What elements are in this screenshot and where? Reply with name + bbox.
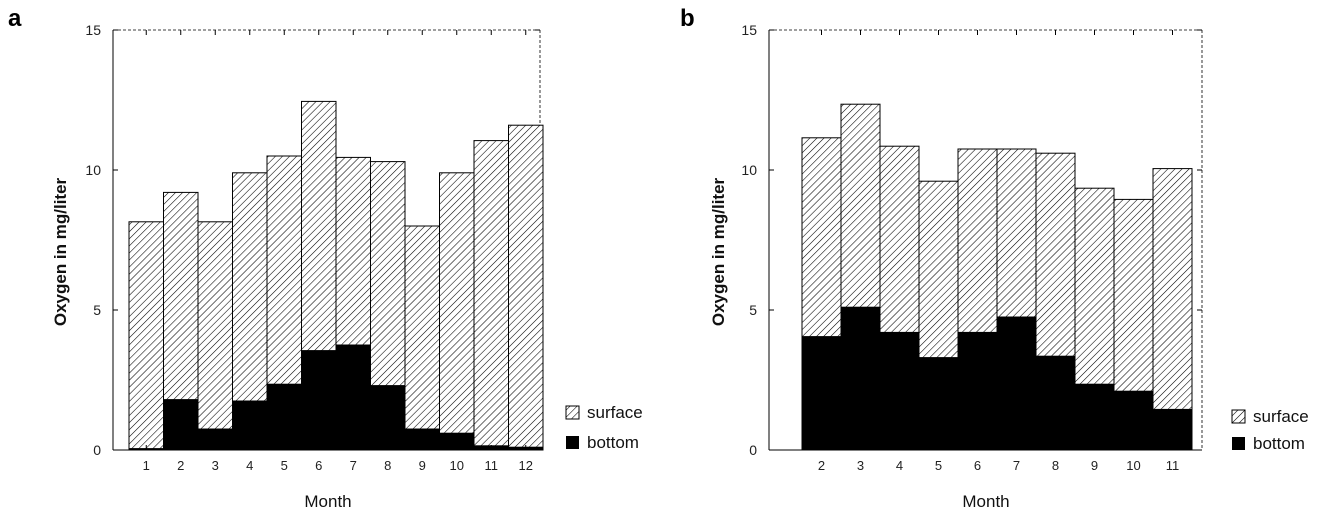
y-tick-label: 10 [741, 162, 757, 178]
bar-bottom [335, 344, 371, 451]
legend-label-surface-a: surface [587, 403, 643, 422]
bar-bottom [801, 336, 842, 451]
panel-label-a: a [8, 5, 22, 32]
bar-bottom [232, 400, 268, 451]
x-tick-label: 3 [212, 458, 219, 473]
x-tick-label: 8 [384, 458, 391, 473]
x-axis-title-b: Month [962, 492, 1009, 511]
bar-bottom [996, 316, 1037, 451]
x-tick-label: 4 [896, 458, 903, 473]
legend-label-surface-b: surface [1253, 407, 1309, 426]
y-tick-label: 15 [85, 22, 101, 38]
x-tick-label: 6 [315, 458, 322, 473]
bar-bottom [1113, 390, 1154, 451]
bar-surface [473, 140, 509, 451]
x-tick-label: 5 [281, 458, 288, 473]
y-axis-title-a: Oxygen in mg/liter [51, 177, 70, 326]
panel-label-b: b [680, 5, 695, 32]
bar-surface [197, 221, 233, 451]
legend-a: surface bottom [565, 403, 643, 452]
legend-swatch-surface-b [1231, 409, 1246, 424]
x-tick-label: 11 [485, 458, 499, 473]
bar-bottom [370, 385, 406, 451]
bar-bottom [840, 306, 881, 451]
plot-area-b: 0 5 10 15 2 3 4 5 6 7 8 9 10 11 [741, 22, 1203, 473]
y-tick-label: 5 [749, 302, 757, 318]
x-tick-label: 2 [818, 458, 825, 473]
x-tick-label: 11 [1166, 458, 1180, 473]
x-tick-label: 4 [246, 458, 253, 473]
bar-surface [404, 225, 440, 451]
bar-bottom [918, 357, 959, 451]
bar-bottom [266, 383, 302, 451]
y-tick-label: 10 [85, 162, 101, 178]
x-tick-label: 6 [974, 458, 981, 473]
x-tick-label: 3 [857, 458, 864, 473]
legend-swatch-bottom-a [566, 436, 579, 449]
x-axis-title-a: Month [304, 492, 351, 511]
x-tick-label: 7 [1013, 458, 1020, 473]
legend-swatch-surface-a [565, 405, 580, 420]
x-tick-label: 1 [143, 458, 150, 473]
bar-surface [128, 221, 164, 451]
legend-label-bottom-b: bottom [1253, 434, 1305, 453]
x-tick-label: 7 [350, 458, 357, 473]
x-tick-label: 8 [1052, 458, 1059, 473]
bar-bottom [1152, 408, 1193, 451]
bar-bottom [957, 331, 998, 451]
y-tick-label: 0 [93, 442, 101, 458]
bar-bottom [1035, 355, 1076, 451]
y-tick-label: 15 [741, 22, 757, 38]
legend-b: surface bottom [1231, 407, 1309, 453]
y-tick-label: 0 [749, 442, 757, 458]
x-tick-label: 10 [450, 458, 464, 473]
bar-surface [1152, 168, 1193, 451]
x-tick-label: 5 [935, 458, 942, 473]
bar-surface [508, 124, 544, 451]
legend-swatch-bottom-b [1232, 437, 1245, 450]
x-tick-label: 2 [177, 458, 184, 473]
bar-bottom [1074, 383, 1115, 451]
y-tick-label: 5 [93, 302, 101, 318]
bar-bottom [301, 350, 337, 451]
x-tick-label: 9 [1091, 458, 1098, 473]
x-tick-label: 12 [519, 458, 533, 473]
legend-label-bottom-a: bottom [587, 433, 639, 452]
bar-surface [439, 172, 475, 451]
x-tick-label: 10 [1126, 458, 1140, 473]
x-tick-label: 9 [419, 458, 426, 473]
bar-bottom [879, 331, 920, 451]
bar-bottom [163, 399, 199, 451]
y-axis-title-b: Oxygen in mg/liter [709, 177, 728, 326]
